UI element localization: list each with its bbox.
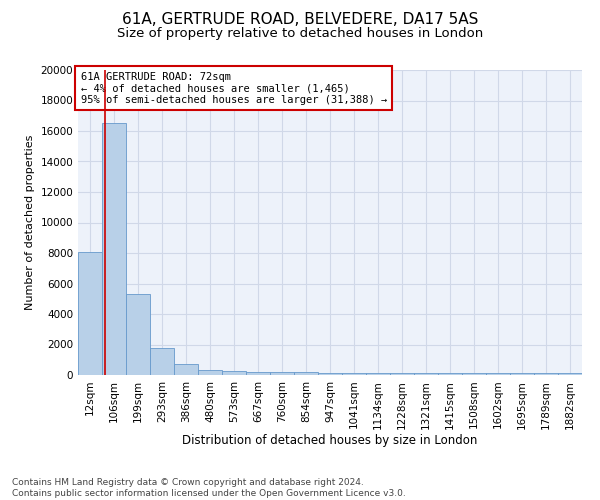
Bar [510, 373, 534, 375]
Bar [246, 372, 270, 375]
Bar [390, 373, 414, 375]
Bar [486, 373, 510, 375]
Bar [414, 373, 438, 375]
Bar [558, 372, 582, 375]
Bar [462, 372, 486, 375]
Bar [366, 373, 390, 375]
Text: 61A GERTRUDE ROAD: 72sqm
← 4% of detached houses are smaller (1,465)
95% of semi: 61A GERTRUDE ROAD: 72sqm ← 4% of detache… [80, 72, 387, 104]
Bar [126, 294, 150, 375]
Bar [222, 371, 246, 375]
Bar [270, 372, 294, 375]
Bar [294, 372, 318, 375]
Bar [318, 372, 342, 375]
Bar [342, 372, 366, 375]
Text: Size of property relative to detached houses in London: Size of property relative to detached ho… [117, 28, 483, 40]
Bar [150, 348, 174, 375]
Bar [102, 124, 126, 375]
Bar [78, 252, 102, 375]
Bar [198, 370, 222, 375]
Bar [438, 372, 462, 375]
Y-axis label: Number of detached properties: Number of detached properties [25, 135, 35, 310]
Bar [534, 373, 558, 375]
Bar [174, 364, 198, 375]
Text: 61A, GERTRUDE ROAD, BELVEDERE, DA17 5AS: 61A, GERTRUDE ROAD, BELVEDERE, DA17 5AS [122, 12, 478, 28]
X-axis label: Distribution of detached houses by size in London: Distribution of detached houses by size … [182, 434, 478, 447]
Text: Contains HM Land Registry data © Crown copyright and database right 2024.
Contai: Contains HM Land Registry data © Crown c… [12, 478, 406, 498]
